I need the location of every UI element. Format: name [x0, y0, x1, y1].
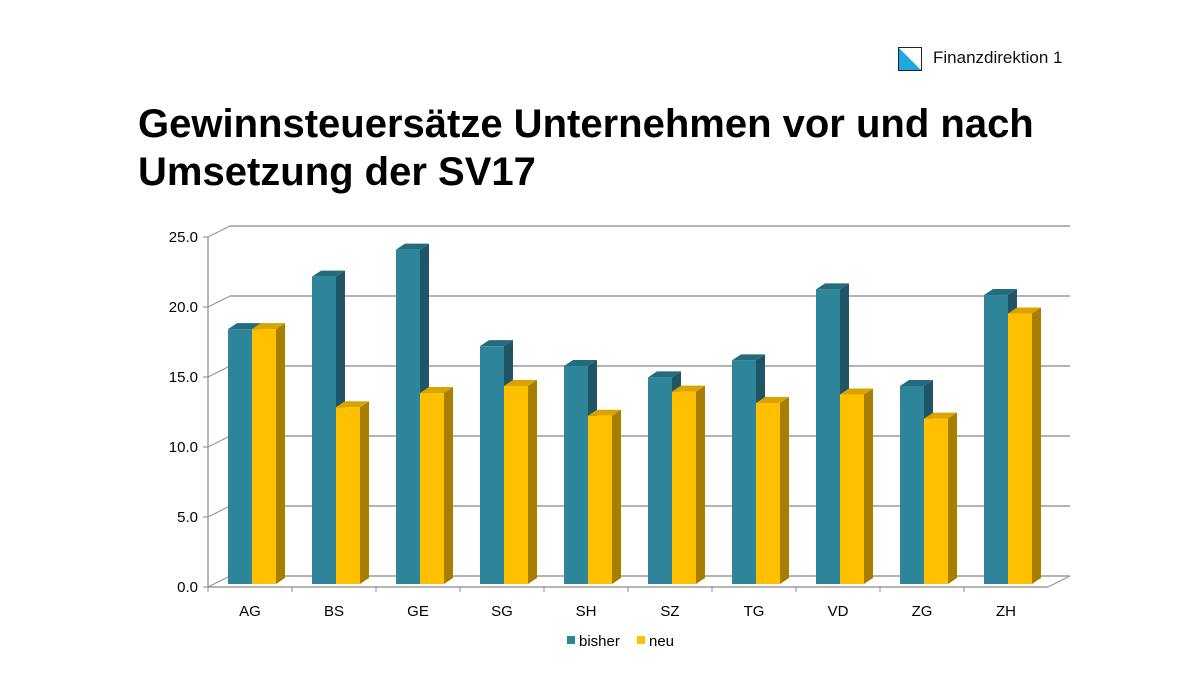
legend-label-bisher: bisher — [579, 633, 620, 650]
bar-side-neu — [360, 401, 369, 584]
bar-bisher-SH — [564, 366, 588, 584]
bar-side-neu — [1032, 307, 1041, 584]
bar-top-bisher — [228, 323, 261, 330]
bar-top-bisher — [900, 379, 933, 386]
gridline-slant — [207, 295, 231, 308]
bar-top-bisher — [312, 270, 345, 277]
y-tick-label: 10.0 — [169, 439, 198, 456]
y-tick-label: 20.0 — [169, 299, 198, 316]
chart-title: Gewinnsteuersätze Unternehmen vor und na… — [138, 102, 1034, 194]
bar-neu-VD — [840, 394, 864, 584]
gridline-slant — [207, 575, 231, 588]
x-tick-label: BS — [324, 603, 344, 620]
bar-neu-TG — [756, 402, 780, 584]
bar-bisher-BS — [312, 276, 336, 584]
bar-bisher-ZG — [900, 385, 924, 584]
floor-slant — [1047, 575, 1071, 588]
y-tick-label: 25.0 — [169, 229, 198, 246]
bar-top-bisher — [564, 360, 597, 367]
bar-bisher-GE — [396, 249, 420, 584]
y-tick-label: 15.0 — [169, 369, 198, 386]
bar-side-neu — [696, 385, 705, 584]
bar-bisher-SZ — [648, 377, 672, 584]
bar-neu-ZG — [924, 418, 948, 584]
bar-neu-GE — [420, 393, 444, 584]
gridline-slant — [207, 505, 231, 518]
bar-top-neu — [840, 388, 873, 395]
legend-label-neu: neu — [649, 633, 674, 650]
bar-neu-AG — [252, 329, 276, 584]
x-tick-label: SG — [491, 603, 513, 620]
x-tick-label: ZH — [996, 603, 1016, 620]
x-tick-label: GE — [407, 603, 429, 620]
x-tick-label: TG — [744, 603, 765, 620]
bar-top-bisher — [816, 283, 849, 290]
bar-side-neu — [276, 323, 285, 584]
bar-top-neu — [252, 323, 285, 330]
bar-top-neu — [420, 387, 453, 394]
bar-bisher-VD — [816, 289, 840, 584]
bar-neu-SG — [504, 385, 528, 584]
zurich-canton-flag-icon — [898, 47, 922, 71]
bar-top-neu — [924, 412, 957, 419]
bar-side-neu — [528, 379, 537, 584]
bar-bisher-TG — [732, 360, 756, 584]
bar-top-bisher — [984, 289, 1017, 296]
bar-neu-SH — [588, 415, 612, 584]
org-label: Finanzdirektion 1 — [933, 48, 1063, 67]
bar-neu-SZ — [672, 391, 696, 584]
gridline-slant — [207, 365, 231, 378]
bar-top-neu — [588, 409, 621, 416]
y-tick-label: 5.0 — [177, 509, 198, 526]
bar-top-neu — [1008, 307, 1041, 314]
legend-swatch-bisher — [567, 636, 575, 644]
x-tick-label: AG — [239, 603, 261, 620]
bar-neu-BS — [336, 407, 360, 584]
bar-top-neu — [756, 396, 789, 403]
bar-top-neu — [504, 379, 537, 386]
legend-swatch-neu — [637, 636, 645, 644]
bar-bisher-SG — [480, 346, 504, 584]
x-tick-label: SZ — [660, 603, 679, 620]
gridline-slant — [207, 435, 231, 448]
bar-top-bisher — [480, 340, 513, 347]
gridline-slant — [207, 225, 231, 238]
bar-bisher-AG — [228, 329, 252, 584]
bar-side-neu — [444, 387, 453, 584]
x-tick-label: SH — [576, 603, 597, 620]
bar-neu-ZH — [1008, 313, 1032, 584]
bar-top-bisher — [732, 354, 765, 361]
bar-side-neu — [864, 388, 873, 584]
y-tick-label: 0.0 — [177, 579, 198, 596]
x-tick-label: ZG — [912, 603, 933, 620]
bar-top-bisher — [648, 371, 681, 378]
bar-bisher-ZH — [984, 295, 1008, 584]
bar-top-bisher — [396, 243, 429, 250]
x-tick-label: VD — [828, 603, 849, 620]
bar-side-neu — [780, 396, 789, 584]
bar-top-neu — [336, 401, 369, 408]
bar-top-neu — [672, 385, 705, 392]
bar-side-neu — [612, 409, 621, 584]
bar-side-neu — [948, 412, 957, 584]
